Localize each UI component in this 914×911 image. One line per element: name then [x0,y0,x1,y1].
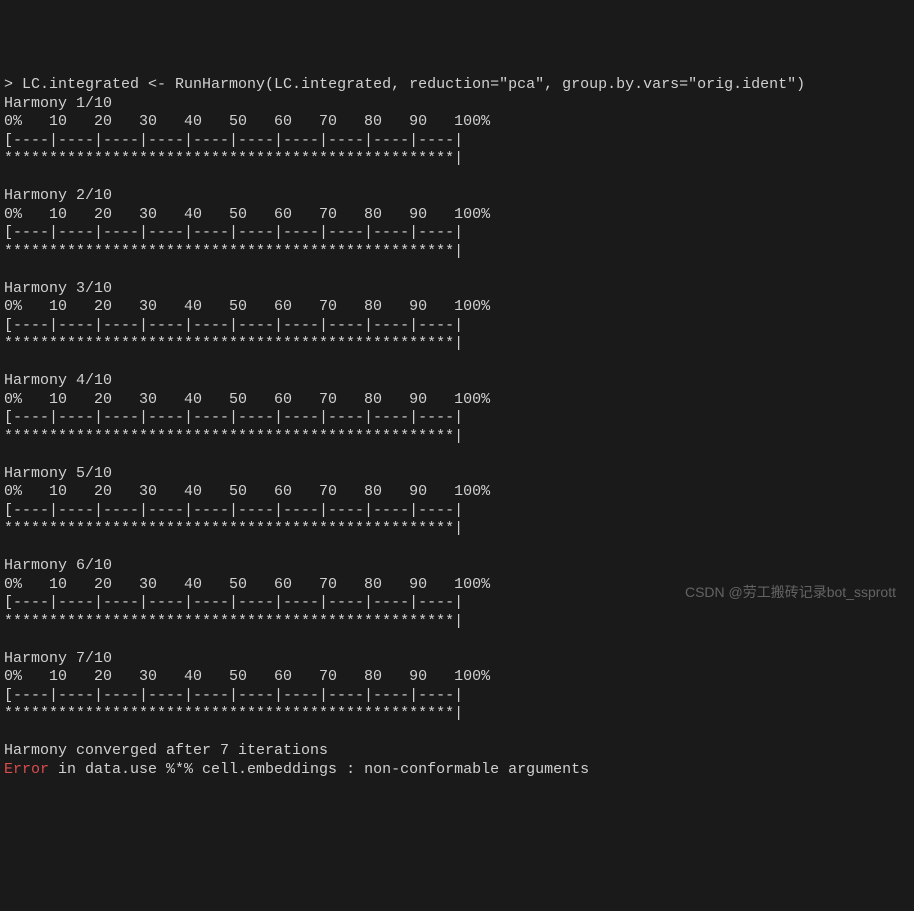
error-message: in data.use %*% cell.embeddings : non-co… [49,761,589,778]
harmony-3-label: Harmony 3/10 [4,280,112,297]
converged-line: Harmony converged after 7 iterations [4,742,328,759]
harmony-1-scale: 0% 10 20 30 40 50 60 70 80 90 100% [4,113,490,130]
harmony-1-fill: ****************************************… [4,150,463,167]
harmony-7-label: Harmony 7/10 [4,650,112,667]
harmony-3-fill: ****************************************… [4,335,463,352]
command-line: LC.integrated <- RunHarmony(LC.integrate… [22,76,805,93]
harmony-2-scale: 0% 10 20 30 40 50 60 70 80 90 100% [4,206,490,223]
harmony-5-ruler: [----|----|----|----|----|----|----|----… [4,502,463,519]
harmony-4-fill: ****************************************… [4,428,463,445]
prompt: > [4,76,22,93]
harmony-6-ruler: [----|----|----|----|----|----|----|----… [4,594,463,611]
harmony-1-label: Harmony 1/10 [4,95,112,112]
harmony-5-fill: ****************************************… [4,520,463,537]
harmony-5-label: Harmony 5/10 [4,465,112,482]
error-label: Error [4,761,49,778]
harmony-2-label: Harmony 2/10 [4,187,112,204]
harmony-7-ruler: [----|----|----|----|----|----|----|----… [4,687,463,704]
harmony-5-scale: 0% 10 20 30 40 50 60 70 80 90 100% [4,483,490,500]
harmony-7-scale: 0% 10 20 30 40 50 60 70 80 90 100% [4,668,490,685]
harmony-4-ruler: [----|----|----|----|----|----|----|----… [4,409,463,426]
harmony-7-fill: ****************************************… [4,705,463,722]
harmony-6-scale: 0% 10 20 30 40 50 60 70 80 90 100% [4,576,490,593]
harmony-2-ruler: [----|----|----|----|----|----|----|----… [4,224,463,241]
harmony-6-label: Harmony 6/10 [4,557,112,574]
terminal-output: > LC.integrated <- RunHarmony(LC.integra… [0,74,914,781]
harmony-6-fill: ****************************************… [4,613,463,630]
harmony-4-label: Harmony 4/10 [4,372,112,389]
harmony-4-scale: 0% 10 20 30 40 50 60 70 80 90 100% [4,391,490,408]
harmony-1-ruler: [----|----|----|----|----|----|----|----… [4,132,463,149]
harmony-3-ruler: [----|----|----|----|----|----|----|----… [4,317,463,334]
harmony-3-scale: 0% 10 20 30 40 50 60 70 80 90 100% [4,298,490,315]
harmony-2-fill: ****************************************… [4,243,463,260]
